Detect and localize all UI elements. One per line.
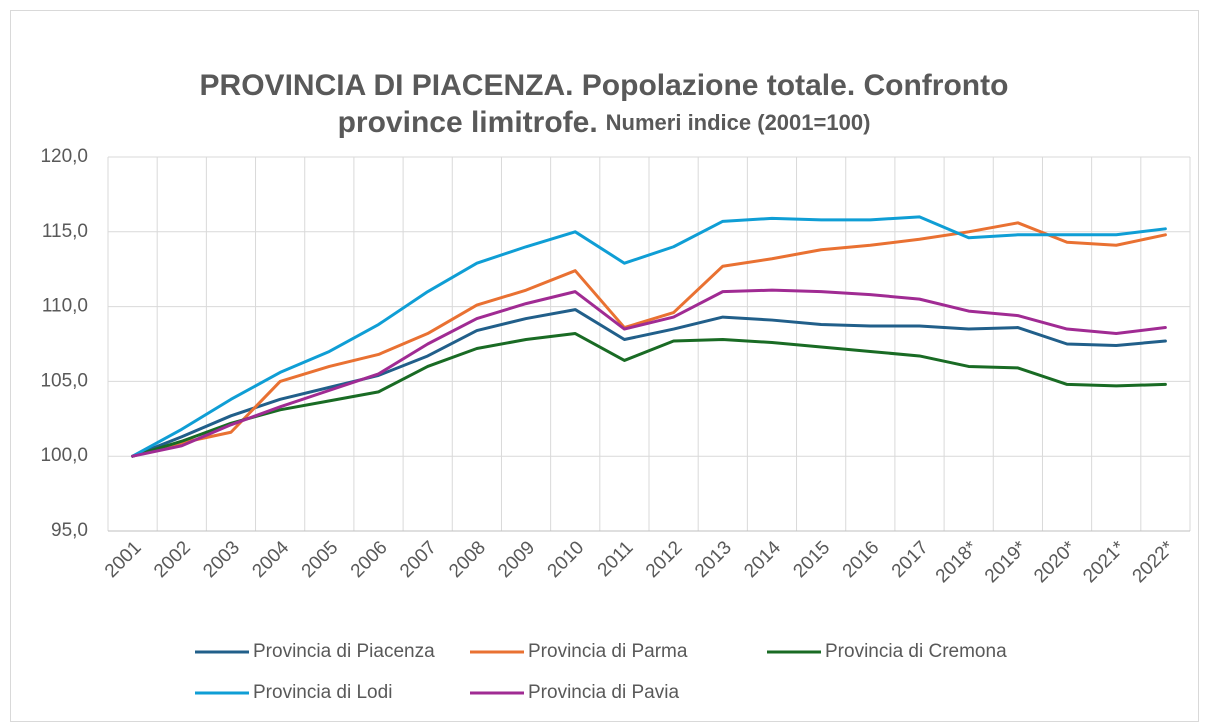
y-tick-label: 110,0 (42, 296, 88, 317)
y-tick-label: 115,0 (42, 221, 88, 242)
legend-label: Provincia di Piacenza (253, 641, 435, 662)
chart-subtitle: Numeri indice (2001=100) (606, 110, 871, 135)
y-tick-label: 105,0 (40, 370, 88, 391)
chart-title-line: province limitrofe. (338, 106, 598, 139)
chart-title: province limitrofe. Numeri indice (2001=1… (338, 106, 871, 139)
series-line (131, 288, 1167, 458)
series-line (131, 215, 1167, 458)
legend-label: Provincia di Pavia (528, 682, 679, 703)
legend-label: Provincia di Cremona (825, 641, 1007, 662)
series-line (131, 221, 1167, 458)
y-tick-label: 95,0 (51, 520, 88, 541)
series-line (131, 308, 1167, 458)
chart-border (10, 10, 1199, 722)
legend-label: Provincia di Lodi (253, 682, 392, 703)
y-tick-label: 100,0 (40, 445, 88, 466)
y-tick-label: 120,0 (40, 146, 88, 167)
series-line (131, 332, 1167, 458)
chart-title: PROVINCIA DI PIACENZA. Popolazione total… (200, 69, 1009, 102)
legend-label: Provincia di Parma (528, 641, 688, 662)
